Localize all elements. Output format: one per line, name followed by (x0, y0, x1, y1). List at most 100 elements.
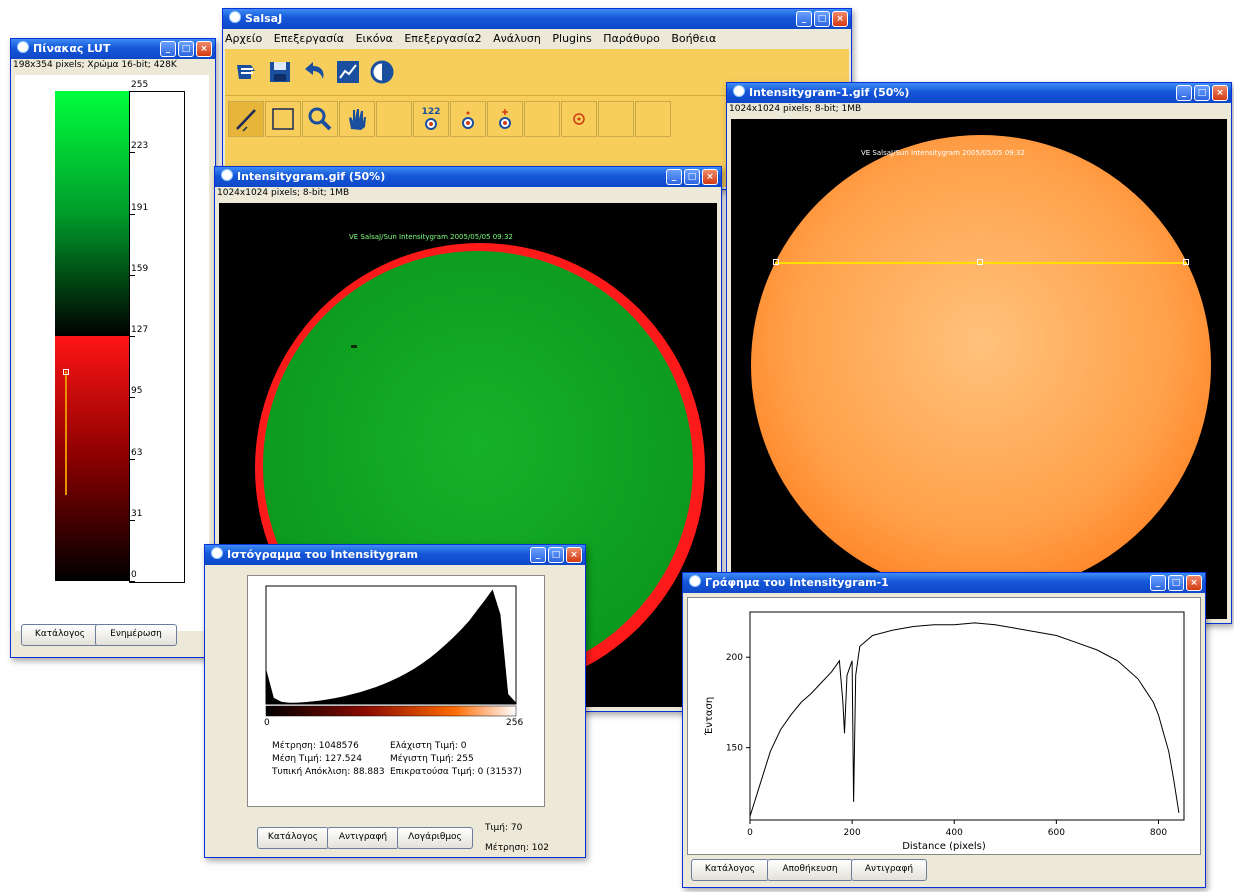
tool-rectangle[interactable] (265, 101, 301, 137)
tool-point-plus[interactable] (487, 101, 523, 137)
maximize-button[interactable]: □ (548, 547, 564, 563)
hist-list-button[interactable]: Κατάλογος (257, 827, 329, 849)
profile-line-selection[interactable] (775, 262, 1187, 264)
orange-overlay-text: VE SalsaJ/Sun Intensitygram 2005/05/05 0… (861, 149, 1025, 157)
maximize-button[interactable]: □ (178, 41, 194, 57)
profile-ytick-label: 200 (726, 653, 743, 663)
profile-save-button[interactable]: Αποθήκευση (767, 859, 853, 881)
lut-tick-mark (129, 213, 135, 215)
menu-window[interactable]: Παράθυρο (603, 32, 660, 45)
menu-help[interactable]: Βοήθεια (671, 32, 717, 45)
line-tool-icon (236, 109, 256, 132)
app-icon (689, 575, 701, 587)
point-icon (462, 111, 474, 129)
green-title: Intensitygram.gif (50%) (237, 170, 386, 183)
close-button[interactable]: × (1212, 85, 1228, 101)
profile-chart[interactable]: 0 200 400 600 800 150 200 Distance (pixels) Έν… (688, 598, 1200, 854)
minimize-button[interactable]: _ (530, 547, 546, 563)
histogram-titlebar[interactable]: Ιστόγραμμα του Intensitygram _ □ × (205, 545, 585, 565)
lut-tick-mark (129, 458, 135, 460)
tool-hand[interactable] (339, 101, 375, 137)
minimize-button[interactable]: _ (796, 11, 812, 27)
minimize-button[interactable]: _ (666, 169, 682, 185)
profile-handle-right[interactable] (1183, 259, 1189, 265)
tool-blank-4[interactable] (635, 101, 671, 137)
menu-edit2[interactable]: Επεξεργασία2 (404, 32, 482, 45)
profile-xtick-label: 0 (747, 828, 753, 838)
lut-tick-label: 95 (131, 386, 143, 397)
profile-line (749, 622, 1180, 817)
tool-graph[interactable] (333, 57, 363, 87)
profile-xtick-label: 400 (946, 828, 963, 838)
close-button[interactable]: × (196, 41, 212, 57)
maximize-button[interactable]: □ (1194, 85, 1210, 101)
profile-list-button[interactable]: Κατάλογος (691, 859, 769, 881)
tool-blank-3[interactable] (598, 101, 634, 137)
tool-magnifier[interactable] (302, 101, 338, 137)
orange-titlebar[interactable]: Intensitygram-1.gif (50%) _ □ × (727, 83, 1231, 103)
close-button[interactable]: × (1186, 575, 1202, 591)
histogram-window: Ιστόγραμμα του Intensitygram _ □ × 0 256 Μ… (204, 544, 586, 858)
tool-save[interactable] (265, 57, 295, 87)
lut-tick-mark (129, 581, 135, 582)
orange-image-canvas[interactable]: VE SalsaJ/Sun Intensitygram 2005/05/05 0… (731, 119, 1227, 619)
tool-blank-1[interactable] (376, 101, 412, 137)
menu-analysis[interactable]: Ανάλυση (493, 32, 541, 45)
lut-window: Πίνακας LUT _ □ × 198x354 pixels; Χρώμα 16… (10, 38, 216, 658)
hist-stat-mean: Μέση Τιμή: 127.524 (272, 754, 362, 764)
minimize-button[interactable]: _ (1150, 575, 1166, 591)
close-button[interactable]: × (702, 169, 718, 185)
menu-edit[interactable]: Επεξεργασία (273, 32, 345, 45)
tool-point[interactable] (450, 101, 486, 137)
tool-blank-2[interactable] (524, 101, 560, 137)
profile-handle-left[interactable] (773, 259, 779, 265)
green-info: 1024x1024 pixels; 8-bit; 1MB (217, 188, 350, 198)
hand-icon (349, 109, 366, 130)
open-icon (237, 65, 255, 79)
profile-ylabel: Ένταση (703, 697, 715, 736)
hist-copy-button[interactable]: Αντιγραφή (327, 827, 399, 849)
magnifier-icon (308, 107, 332, 131)
minimize-button[interactable]: _ (160, 41, 176, 57)
menu-image[interactable]: Εικόνα (355, 32, 393, 45)
minimize-button[interactable]: _ (1176, 85, 1192, 101)
close-button[interactable]: × (832, 11, 848, 27)
close-button[interactable]: × (566, 547, 582, 563)
tool-count[interactable]: 122 (413, 101, 449, 137)
histogram-bars (266, 589, 516, 704)
profile-xtick-label: 600 (1048, 828, 1065, 838)
tool-line[interactable] (228, 101, 264, 137)
count-122-icon: 122 (422, 107, 440, 130)
maximize-button[interactable]: □ (684, 169, 700, 185)
lut-title: Πίνακας LUT (33, 42, 111, 55)
lut-green-gradient (55, 91, 129, 336)
lut-list-button[interactable]: Κατάλογος (21, 624, 99, 646)
hist-stat-stdev: Τυπική Απόκλιση: 88.883 (272, 767, 385, 777)
target-icon (573, 113, 585, 125)
tool-undo[interactable] (299, 57, 329, 87)
profile-titlebar[interactable]: Γράφημα του Intensitygram-1 _ □ × (683, 573, 1205, 593)
lut-tick-label: 63 (131, 447, 143, 458)
lut-titlebar[interactable]: Πίνακας LUT _ □ × (11, 39, 215, 59)
menu-file[interactable]: Αρχείο (225, 32, 263, 45)
lut-update-button[interactable]: Ενημέρωση (95, 624, 177, 646)
tool-contrast[interactable] (367, 57, 397, 87)
tool-target[interactable] (561, 101, 597, 137)
lut-roi-line (65, 371, 67, 495)
sunspot (351, 345, 357, 348)
salsaj-titlebar[interactable]: SalsaJ _ □ × (223, 9, 851, 29)
maximize-button[interactable]: □ (814, 11, 830, 27)
profile-handle-mid[interactable] (977, 259, 983, 265)
maximize-button[interactable]: □ (1168, 575, 1184, 591)
tool-open[interactable] (231, 57, 261, 87)
profile-xlabel: Distance (pixels) (902, 841, 986, 852)
histogram-chart[interactable] (248, 576, 544, 726)
lut-canvas: 255 223 191 159 127 95 63 31 0 (15, 75, 209, 631)
profile-window: Γράφημα του Intensitygram-1 _ □ × 0 200 400 6… (682, 572, 1206, 888)
profile-copy-button[interactable]: Αντιγραφή (851, 859, 927, 881)
lut-axis (129, 91, 185, 583)
green-titlebar[interactable]: Intensitygram.gif (50%) _ □ × (215, 167, 721, 187)
lut-roi-handle[interactable] (63, 369, 69, 375)
hist-log-button[interactable]: Λογάριθμος (397, 827, 473, 849)
menu-plugins[interactable]: Plugins (552, 32, 592, 45)
